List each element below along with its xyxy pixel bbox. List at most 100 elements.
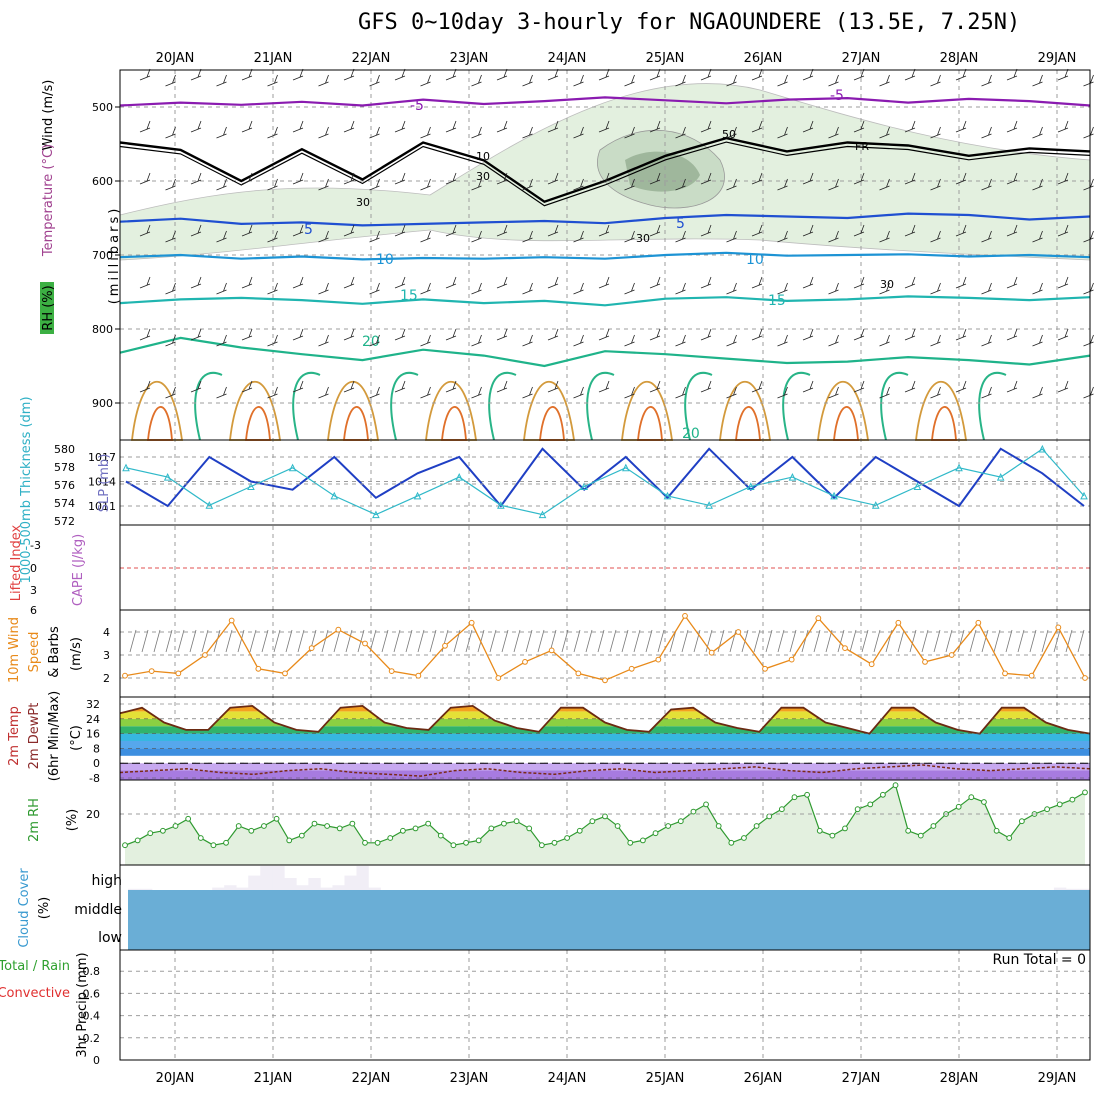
thickness-point xyxy=(413,491,422,500)
rh-point xyxy=(665,823,672,829)
wind-barb xyxy=(624,178,635,191)
wind-speed-line xyxy=(124,614,1086,681)
wind-barb xyxy=(165,230,176,243)
thickness-point xyxy=(122,463,130,472)
wind-barb-10m xyxy=(825,629,833,653)
wind-barb xyxy=(700,172,712,185)
hot-isotherm xyxy=(539,406,565,441)
wind-barb xyxy=(190,224,202,237)
wind-barb xyxy=(751,172,763,185)
wind-barb xyxy=(139,224,151,237)
wind-barb xyxy=(216,282,227,295)
wind-barb xyxy=(139,276,151,289)
rh-point xyxy=(475,837,482,844)
wind-speed-point xyxy=(868,661,875,668)
wind-barb xyxy=(522,178,533,191)
wind-barb xyxy=(318,386,329,399)
cape-label: CAPE (J/kg) xyxy=(71,534,86,606)
wind-barb xyxy=(496,276,508,289)
temp-tick: 16 xyxy=(86,728,100,741)
wind-barb-10m xyxy=(321,629,329,653)
hot-isotherm xyxy=(735,406,761,441)
wind-barb-10m xyxy=(621,629,629,653)
wind10m-label-b: Speed xyxy=(27,632,42,673)
wind-barb xyxy=(802,328,814,341)
wind-barb xyxy=(649,172,661,185)
wind-barb xyxy=(930,386,941,399)
wind-barb-10m xyxy=(1053,629,1061,653)
wind-barb-10m xyxy=(237,629,245,653)
wind-barb-10m xyxy=(249,629,257,653)
wind-barb xyxy=(777,178,788,191)
wind-barb xyxy=(981,230,992,243)
rh-point xyxy=(766,813,773,820)
rh-point xyxy=(652,830,659,837)
thickness-point xyxy=(288,463,297,472)
cloud-bar-high xyxy=(320,887,333,890)
temp-tick: 24 xyxy=(86,713,100,726)
wind-barb xyxy=(292,328,304,341)
isotherm-label: 10 xyxy=(376,252,394,268)
wind-barb-10m xyxy=(969,629,977,653)
rh-point xyxy=(513,818,520,825)
freezing-label: FR xyxy=(855,140,869,153)
wind-barb xyxy=(624,282,635,295)
wind-barb xyxy=(1057,68,1069,81)
isotherm-5C xyxy=(119,212,1091,227)
cloud-bar-high xyxy=(272,866,285,890)
wind-barb xyxy=(675,74,686,87)
rh-point xyxy=(753,823,760,829)
wind-barb xyxy=(1006,224,1018,237)
isotherm-minus5C xyxy=(119,96,1091,107)
rh-point xyxy=(362,839,368,846)
thickness-point xyxy=(913,482,922,490)
isotherm-label: 15 xyxy=(768,293,786,309)
thickness-tick: 576 xyxy=(54,479,75,492)
wind-barb xyxy=(343,224,355,237)
wind-barb xyxy=(394,172,406,185)
wind-barb-10m xyxy=(909,629,917,653)
cloud-bar-high xyxy=(260,866,273,890)
wind-barb xyxy=(445,328,457,341)
wind-barb xyxy=(598,380,610,393)
cloud-level-label: high xyxy=(91,873,122,889)
temperature-band xyxy=(120,755,1090,764)
rh-point xyxy=(147,830,154,837)
wind-barb xyxy=(139,68,151,81)
wind-barb-10m xyxy=(525,629,533,653)
wind-barb xyxy=(598,68,610,81)
rh-point xyxy=(564,835,571,841)
rh-point xyxy=(336,825,343,832)
wind-barb xyxy=(624,334,635,347)
wind-speed-point xyxy=(922,659,928,665)
wind-barb xyxy=(853,120,865,133)
wind-barb xyxy=(1057,224,1069,237)
rh-point xyxy=(968,794,975,801)
wind-barb-10m xyxy=(585,629,593,653)
cloud-bar-high xyxy=(296,885,309,890)
wind-barb-10m xyxy=(141,629,149,653)
wind-barb-10m xyxy=(177,629,185,653)
date-label-bottom: 28JAN xyxy=(940,1071,979,1086)
rh-point xyxy=(261,823,267,829)
wind-barb xyxy=(471,386,482,399)
wind-barb xyxy=(369,178,380,191)
wind-barb xyxy=(241,120,253,133)
temp-label-a: 2m Temp xyxy=(7,706,22,766)
thickness-point xyxy=(497,501,505,509)
wind-barb xyxy=(828,282,839,295)
cloud-bar-high xyxy=(1053,887,1067,890)
rh-point xyxy=(639,837,646,844)
wind-barb xyxy=(369,126,380,139)
run-total: Run Total = 0 xyxy=(992,952,1086,968)
wind-barb xyxy=(241,328,253,341)
rh-point xyxy=(892,782,899,789)
wind-barb xyxy=(1006,120,1018,133)
wind-barb-10m xyxy=(717,629,725,653)
rh-point xyxy=(816,827,823,834)
wind-barb xyxy=(904,172,916,185)
rh-point xyxy=(1006,835,1013,841)
wind-barb xyxy=(369,282,380,295)
cloud-bar-high xyxy=(236,887,249,890)
